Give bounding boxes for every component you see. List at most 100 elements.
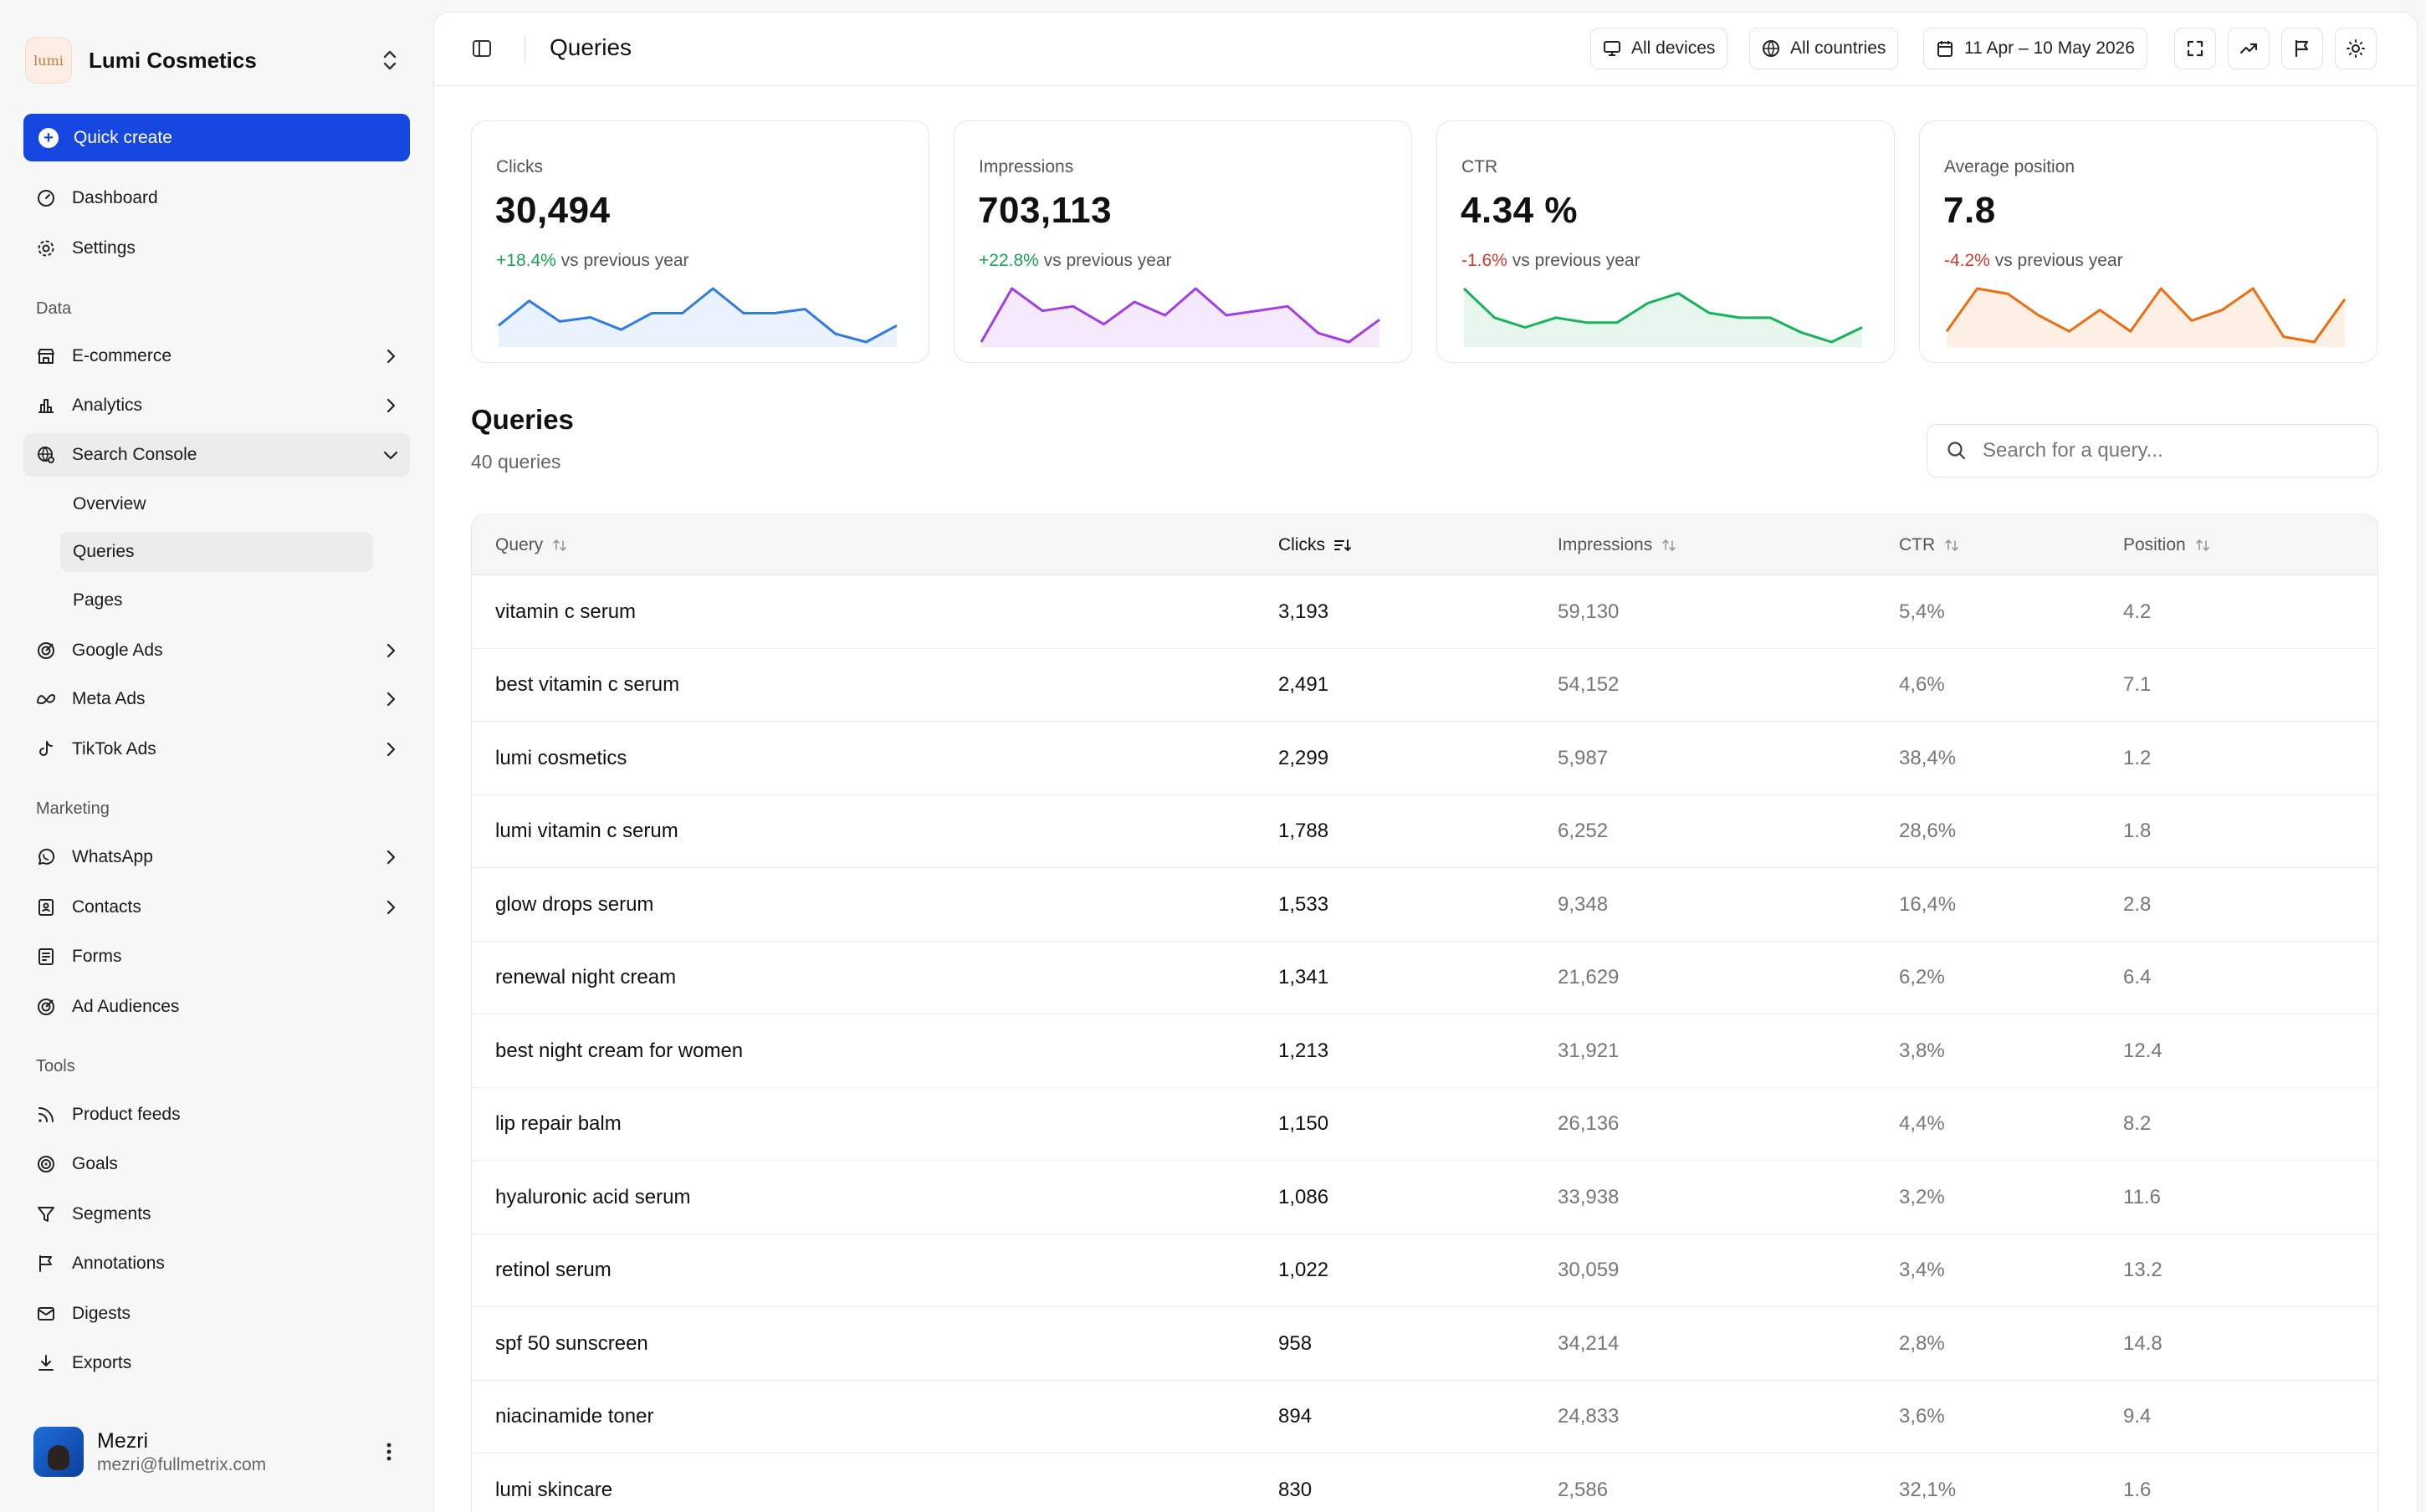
kpi-card-impressions[interactable]: Impressions 703,113 +22.8% vs previous y… (954, 120, 1412, 363)
kpi-delta-suffix: vs previous year (1512, 251, 1640, 270)
table-row[interactable]: lumi skincare 830 2,586 32,1% 1.6 (472, 1453, 2377, 1512)
device-filter-label: All devices (1631, 38, 1716, 58)
cell-query: lip repair balm (495, 1112, 622, 1135)
cell-ctr: 3,2% (1899, 1185, 1945, 1208)
country-filter-label: All countries (1790, 38, 1886, 58)
section-label-data: Data (36, 299, 72, 318)
sidebar-item-meta-ads[interactable]: Meta Ads (23, 677, 410, 721)
sidebar-item-google-ads[interactable]: Google Ads (23, 629, 410, 672)
annotations-button[interactable] (2281, 28, 2323, 69)
avatar (33, 1427, 84, 1477)
table-row[interactable]: glow drops serum 1,533 9,348 16,4% 2.8 (472, 868, 2377, 942)
sidebar-item-product-feeds[interactable]: Product feeds (23, 1093, 410, 1137)
cell-ctr: 32,1% (1899, 1478, 1957, 1501)
user-profile[interactable]: Mezri mezri@fullmetrix.com (33, 1422, 410, 1482)
cell-impressions: 33,938 (1558, 1185, 1620, 1208)
sidebar-item-exports[interactable]: Exports (23, 1341, 410, 1385)
column-header-position[interactable]: Position (2123, 515, 2211, 575)
globe-icon (1763, 40, 1779, 57)
sidebar-item-label: Settings (72, 238, 136, 258)
cell-query: retinol serum (495, 1259, 612, 1281)
sidebar-item-whatsapp[interactable]: WhatsApp (23, 835, 410, 879)
kpi-label: Clicks (496, 157, 543, 176)
sidebar-item-digests[interactable]: Digests (23, 1292, 410, 1336)
sidebar-item-dashboard[interactable]: Dashboard (23, 176, 410, 220)
country-filter[interactable]: All countries (1749, 28, 1899, 69)
column-header-clicks[interactable]: Clicks (1278, 515, 1352, 575)
query-search[interactable] (1927, 424, 2378, 478)
page-title: Queries (550, 34, 632, 60)
trend-button[interactable] (2228, 28, 2270, 69)
table-row[interactable]: vitamin c serum 3,193 59,130 5,4% 4.2 (472, 575, 2377, 649)
table-row[interactable]: retinol serum 1,022 30,059 3,4% 13.2 (472, 1234, 2377, 1307)
sparkline-line (1462, 287, 1863, 344)
sidebar-item-label: Ad Audiences (72, 997, 180, 1016)
store-icon (35, 345, 57, 367)
table-row[interactable]: best vitamin c serum 2,491 54,152 4,6% 7.1 (472, 649, 2377, 722)
column-header-impressions[interactable]: Impressions (1558, 515, 1677, 575)
sidebar-item-label: Annotations (72, 1254, 165, 1273)
search-input[interactable] (1983, 439, 2367, 462)
table-row[interactable]: lumi vitamin c serum 1,788 6,252 28,6% 1.8 (472, 795, 2377, 868)
sparkline-line (1945, 287, 2347, 344)
cell-ctr: 5,4% (1899, 600, 1945, 623)
cell-clicks: 2,299 (1278, 746, 1329, 769)
column-header-query[interactable]: Query (495, 515, 568, 575)
sidebar-item-label: WhatsApp (72, 847, 153, 866)
chevron-right-icon (386, 742, 396, 757)
theme-toggle-button[interactable] (2335, 28, 2377, 69)
cell-impressions: 34,214 (1558, 1331, 1620, 1355)
sparkline-line (498, 287, 898, 344)
sparkline-chart (980, 287, 1380, 347)
globe-search-icon (35, 444, 57, 466)
table-row[interactable]: best night cream for women 1,213 31,921 3,8… (472, 1014, 2377, 1088)
kpi-card-clicks[interactable]: Clicks 30,494 +18.4% vs previous year (471, 120, 929, 363)
cell-position: 6.4 (2123, 966, 2152, 988)
sidebar-item-segments[interactable]: Segments (23, 1193, 410, 1236)
table-row[interactable]: hyaluronic acid serum 1,086 33,938 3,2% 11.6 (472, 1161, 2377, 1234)
kpi-card-ctr[interactable]: CTR 4.34 % -1.6% vs previous year (1436, 120, 1895, 363)
fullscreen-button[interactable] (2174, 28, 2216, 69)
cell-position: 1.8 (2123, 820, 2152, 842)
column-header-ctr[interactable]: CTR (1899, 515, 1960, 575)
sidebar-toggle-icon[interactable] (471, 38, 493, 59)
sidebar-item-annotations[interactable]: Annotations (23, 1242, 410, 1285)
sidebar-item-contacts[interactable]: Contacts (23, 886, 410, 929)
kpi-delta: -4.2% vs previous year (1944, 251, 2123, 271)
table-row[interactable]: renewal night cream 1,341 21,629 6,2% 6.4 (472, 942, 2377, 1014)
sidebar-subitem-pages[interactable]: Pages (73, 590, 123, 610)
sidebar-item-ecommerce[interactable]: E-commerce (23, 335, 410, 378)
sidebar-item-label: TikTok Ads (72, 739, 156, 759)
table-row[interactable]: spf 50 sunscreen 958 34,214 2,8% 14.8 (472, 1307, 2377, 1381)
search-icon (1947, 442, 1966, 460)
cell-query: lumi cosmetics (495, 746, 627, 769)
sidebar-subitem-queries[interactable]: Queries (60, 532, 373, 572)
table-row[interactable]: lip repair balm 1,150 26,136 4,4% 8.2 (472, 1088, 2377, 1161)
sort-icon (553, 539, 566, 551)
table-row[interactable]: lumi cosmetics 2,299 5,987 38,4% 1.2 (472, 722, 2377, 795)
rss-icon (35, 1104, 57, 1126)
kpi-card-average-position[interactable]: Average position 7.8 -4.2% vs previous y… (1919, 120, 2377, 363)
sidebar-item-goals[interactable]: Goals (23, 1142, 410, 1186)
section-title: Queries (471, 404, 574, 435)
cell-clicks: 3,193 (1278, 600, 1329, 623)
date-range-picker[interactable]: 11 Apr – 10 May 2026 (1923, 28, 2147, 69)
sidebar-subitem-overview[interactable]: Overview (73, 494, 146, 513)
kpi-label: Impressions (979, 157, 1074, 176)
sort-descending-icon (1334, 539, 1351, 551)
device-filter[interactable]: All devices (1590, 28, 1728, 69)
mail-icon (35, 1303, 57, 1325)
quick-create-button[interactable]: + Quick create (23, 114, 410, 161)
sidebar-item-tiktok-ads[interactable]: TikTok Ads (23, 728, 410, 771)
brand-name: Lumi Cosmetics (89, 47, 257, 73)
sidebar-item-analytics[interactable]: Analytics (23, 384, 410, 427)
table-row[interactable]: niacinamide toner 894 24,833 3,6% 9.4 (472, 1381, 2377, 1453)
sidebar-item-forms[interactable]: Forms (23, 935, 410, 978)
workspace-switcher[interactable]: lumi Lumi Cosmetics (25, 33, 410, 87)
kpi-delta-value: -4.2% (1944, 251, 1990, 270)
more-vertical-icon[interactable] (376, 1439, 402, 1464)
sidebar-item-settings[interactable]: Settings (23, 227, 410, 270)
sidebar-item-ad-audiences[interactable]: Ad Audiences (23, 985, 410, 1029)
cell-ctr: 2,8% (1899, 1331, 1945, 1355)
sidebar-item-search-console[interactable]: Search Console (23, 433, 410, 477)
